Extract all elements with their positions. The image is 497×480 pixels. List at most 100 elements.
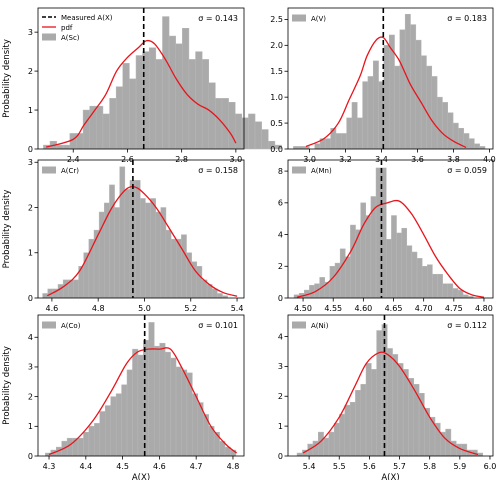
histogram-bar bbox=[455, 443, 462, 457]
histogram-bar bbox=[335, 133, 342, 150]
pdf-curve bbox=[48, 347, 238, 456]
histogram-bar bbox=[63, 144, 71, 150]
histogram-bar bbox=[170, 357, 177, 457]
histogram-bar bbox=[399, 29, 406, 150]
histogram-bar bbox=[192, 393, 199, 457]
legend: Measured A(X) pdf A(Sc) bbox=[42, 14, 113, 42]
histogram-bar bbox=[391, 215, 397, 299]
histogram-bar bbox=[124, 189, 131, 299]
histogram-bar bbox=[339, 413, 346, 457]
x-tick-label: 4.70 bbox=[415, 304, 433, 313]
histogram-bar bbox=[56, 144, 64, 150]
histogram-bar bbox=[394, 65, 401, 150]
histogram-bar bbox=[406, 245, 413, 299]
histogram-bar bbox=[474, 143, 480, 150]
y-tick-label: 2 bbox=[278, 262, 283, 271]
histogram-bar bbox=[254, 121, 262, 150]
histogram-bar bbox=[421, 266, 428, 299]
histogram-bar bbox=[426, 65, 433, 150]
histogram-bar bbox=[165, 229, 172, 299]
y-axis-label: Probability density bbox=[2, 346, 12, 425]
histogram-bar bbox=[126, 369, 133, 457]
x-tick-label: 5.9 bbox=[453, 462, 466, 471]
histogram-bar bbox=[362, 81, 369, 150]
histogram-bar bbox=[73, 279, 79, 299]
histogram-bar bbox=[62, 279, 69, 299]
histogram-bar bbox=[427, 264, 433, 299]
histogram-bar bbox=[349, 401, 356, 457]
histogram-bar bbox=[360, 384, 367, 457]
x-tick-label: 5.4 bbox=[231, 304, 244, 313]
histogram-bar bbox=[211, 288, 218, 299]
histogram-bar bbox=[468, 138, 475, 150]
histogram-bar bbox=[96, 105, 104, 150]
histogram-bar bbox=[109, 98, 117, 150]
y-tick-label: 2 bbox=[28, 203, 33, 212]
legend: A(Cr) bbox=[42, 166, 79, 175]
histogram-bar bbox=[402, 369, 409, 457]
y-tick-label: 2.0 bbox=[270, 41, 283, 50]
histogram-bar bbox=[110, 396, 117, 457]
histogram-bar bbox=[436, 96, 443, 150]
histogram-bar bbox=[339, 248, 346, 299]
x-tick-label: 5.7 bbox=[393, 462, 406, 471]
y-axis-label: Probability density bbox=[2, 190, 12, 269]
histogram-bar bbox=[386, 239, 392, 299]
pdf-curve bbox=[46, 185, 238, 297]
histogram-bar bbox=[115, 393, 122, 457]
y-tick-label: 1 bbox=[278, 422, 283, 431]
y-tick-label: 1.5 bbox=[270, 67, 283, 76]
legend-hist-label: A(Cr) bbox=[61, 167, 79, 175]
pdf-curve bbox=[305, 36, 467, 149]
histogram-bar bbox=[153, 345, 160, 457]
x-tick-label: 4.7 bbox=[190, 462, 203, 471]
x-tick-label: 3.8 bbox=[447, 155, 460, 164]
axes-frame bbox=[287, 159, 494, 299]
histogram-bar bbox=[386, 348, 393, 457]
histogram-bar bbox=[452, 288, 459, 299]
axes-frame bbox=[37, 7, 245, 150]
histogram-bar bbox=[234, 113, 243, 150]
x-tick-label: 4.4 bbox=[79, 462, 92, 471]
pdf-curve bbox=[45, 39, 237, 148]
histogram-bar bbox=[447, 283, 454, 299]
histogram-bar bbox=[420, 55, 427, 150]
histogram-bar bbox=[261, 129, 269, 150]
x-tick-label: 5.2 bbox=[184, 304, 197, 313]
histogram-bars bbox=[45, 322, 237, 457]
sigma-annotation: σ = 0.101 bbox=[198, 321, 238, 330]
histogram-bar bbox=[148, 322, 155, 457]
y-tick-label: 2.5 bbox=[270, 15, 283, 24]
histogram-bar bbox=[175, 366, 182, 457]
y-tick-label: 1.0 bbox=[270, 93, 283, 102]
x-tick-label: 4.50 bbox=[294, 304, 312, 313]
x-tick-label: 4.80 bbox=[475, 304, 493, 313]
x-tick-label: 4.8 bbox=[92, 304, 105, 313]
histogram-bar bbox=[145, 202, 151, 299]
y-tick-label: 3 bbox=[28, 158, 33, 167]
histogram-bar bbox=[208, 82, 216, 150]
x-tick-label: 4.60 bbox=[354, 304, 372, 313]
y-tick-label: 1 bbox=[28, 106, 33, 115]
y-tick-label: 4 bbox=[278, 332, 283, 341]
histogram-bar bbox=[312, 440, 319, 457]
histogram-bar bbox=[296, 452, 303, 457]
axes-frame bbox=[287, 314, 494, 457]
x-tick-label: 4.8 bbox=[227, 462, 240, 471]
y-tick-label: 2 bbox=[278, 392, 283, 401]
y-tick-label: 8 bbox=[278, 167, 283, 176]
histogram-bar bbox=[109, 184, 115, 299]
y-tick-label: 3 bbox=[278, 362, 283, 371]
histogram-bar bbox=[150, 198, 156, 299]
histogram-bar bbox=[375, 167, 382, 299]
y-tick-label: 0 bbox=[278, 294, 283, 303]
x-tick-label: 5.4 bbox=[303, 462, 316, 471]
histogram-bar bbox=[328, 431, 335, 457]
histogram-bar bbox=[119, 166, 126, 299]
legend-hist-swatch bbox=[42, 33, 56, 41]
histogram-bar bbox=[99, 411, 106, 457]
histogram-bar bbox=[114, 207, 120, 299]
histogram-bar bbox=[447, 112, 454, 150]
histogram-bar bbox=[129, 78, 137, 150]
y-tick-label: 2 bbox=[28, 392, 33, 401]
